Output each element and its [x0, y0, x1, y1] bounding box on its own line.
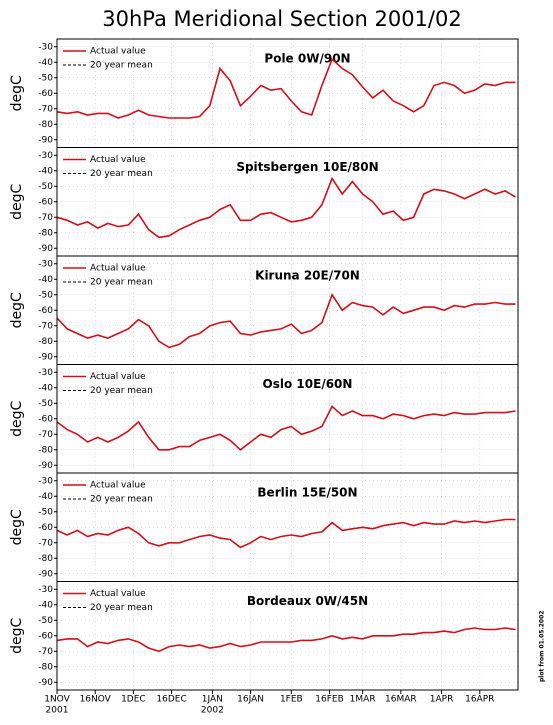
- y-tick-label: -30: [38, 42, 53, 52]
- y-tick-label: -50: [38, 290, 53, 300]
- y-tick-label: -40: [38, 275, 53, 285]
- y-tick-label: -40: [38, 383, 53, 393]
- panel-title: Berlin 15E/50N: [257, 486, 357, 500]
- y-tick-label: -30: [38, 151, 53, 161]
- legend-label: Actual value: [90, 372, 146, 382]
- legend-label: 20 year mean: [90, 169, 153, 179]
- y-tick-label: -70: [38, 104, 53, 114]
- y-axis-label: degC: [9, 509, 25, 545]
- y-tick-label: -60: [38, 89, 53, 99]
- panel-title: Kiruna 20E/70N: [255, 269, 360, 283]
- legend-label: Actual value: [90, 155, 146, 165]
- y-tick-label: -90: [38, 244, 53, 254]
- legend-label: 20 year mean: [90, 61, 153, 71]
- y-tick-label: -60: [38, 197, 53, 207]
- y-tick-label: -70: [38, 321, 53, 331]
- panel-title: Pole 0W/90N: [264, 52, 350, 66]
- y-tick-label: -60: [38, 631, 53, 641]
- x-tick-label: 16NOV: [80, 695, 112, 705]
- x-year-label: 2002: [201, 706, 224, 716]
- y-tick-label: -30: [38, 585, 53, 595]
- y-axis-label: degC: [9, 292, 25, 328]
- data-line: [56, 405, 516, 451]
- legend-label: Actual value: [90, 589, 146, 599]
- plot-note: plot from 01.05.2002: [539, 611, 546, 682]
- x-tick-label: 16DEC: [156, 695, 186, 705]
- y-tick-label: -70: [38, 647, 53, 657]
- x-tick-label: 16APR: [465, 695, 494, 705]
- y-tick-label: -80: [38, 337, 53, 347]
- y-tick-label: -80: [38, 445, 53, 455]
- x-tick-label: 1DEC: [121, 695, 146, 705]
- x-year-label: 2001: [46, 706, 69, 716]
- x-tick-label: 1NOV: [44, 695, 70, 705]
- data-line: [56, 293, 516, 349]
- x-tick-label: 1APR: [430, 695, 454, 705]
- y-tick-label: -90: [38, 461, 53, 471]
- legend-label: Actual value: [90, 47, 146, 57]
- page-title: 30hPa Meridional Section 2001/02: [102, 7, 461, 31]
- legend-label: 20 year mean: [90, 603, 153, 613]
- x-tick-label: 1MAR: [350, 695, 376, 705]
- y-tick-label: -60: [38, 414, 53, 424]
- data-line: [56, 176, 516, 239]
- x-tick-label: 1FEB: [280, 695, 303, 705]
- panel-title: Oslo 10E/60N: [263, 377, 353, 391]
- data-line: [56, 518, 516, 549]
- y-tick-label: -80: [38, 120, 53, 130]
- y-tick-label: -80: [38, 228, 53, 238]
- y-tick-label: -50: [38, 507, 53, 517]
- y-tick-label: -30: [38, 259, 53, 269]
- legend-label: 20 year mean: [90, 386, 153, 396]
- y-axis-label: degC: [9, 617, 25, 653]
- legend-label: Actual value: [90, 481, 146, 491]
- y-tick-label: -70: [38, 430, 53, 440]
- data-line: [56, 627, 516, 653]
- y-tick-label: -80: [38, 662, 53, 672]
- x-tick-label: 16FEB: [315, 695, 344, 705]
- legend-label: Actual value: [90, 264, 146, 274]
- x-tick-label: 16MAR: [385, 695, 417, 705]
- x-tick-label: 1JAN: [202, 695, 223, 705]
- y-tick-label: -40: [38, 166, 53, 176]
- y-axis-label: degC: [9, 183, 25, 219]
- y-tick-label: -90: [38, 352, 53, 362]
- y-tick-label: -70: [38, 213, 53, 223]
- y-tick-label: -50: [38, 73, 53, 83]
- y-tick-label: -90: [38, 678, 53, 688]
- y-tick-label: -50: [38, 616, 53, 626]
- y-tick-label: -90: [38, 135, 53, 145]
- x-tick-label: 16JAN: [237, 695, 264, 705]
- y-tick-label: -60: [38, 523, 53, 533]
- y-tick-label: -40: [38, 492, 53, 502]
- y-axis-label: degC: [9, 400, 25, 436]
- y-tick-label: -40: [38, 600, 53, 610]
- legend-label: 20 year mean: [90, 278, 153, 288]
- data-line: [56, 57, 516, 119]
- y-tick-label: -70: [38, 538, 53, 548]
- y-tick-label: -60: [38, 306, 53, 316]
- y-tick-label: -30: [38, 368, 53, 378]
- panel-frame: [56, 581, 519, 691]
- y-tick-label: -30: [38, 476, 53, 486]
- panel-title: Bordeaux 0W/45N: [247, 594, 368, 608]
- y-axis-label: degC: [9, 75, 25, 111]
- y-tick-label: -80: [38, 554, 53, 564]
- panel-title: Spitsbergen 10E/80N: [236, 160, 378, 174]
- y-tick-label: -50: [38, 182, 53, 192]
- y-tick-label: -90: [38, 569, 53, 579]
- y-tick-label: -50: [38, 399, 53, 409]
- y-tick-label: -40: [38, 58, 53, 68]
- legend-label: 20 year mean: [90, 495, 153, 505]
